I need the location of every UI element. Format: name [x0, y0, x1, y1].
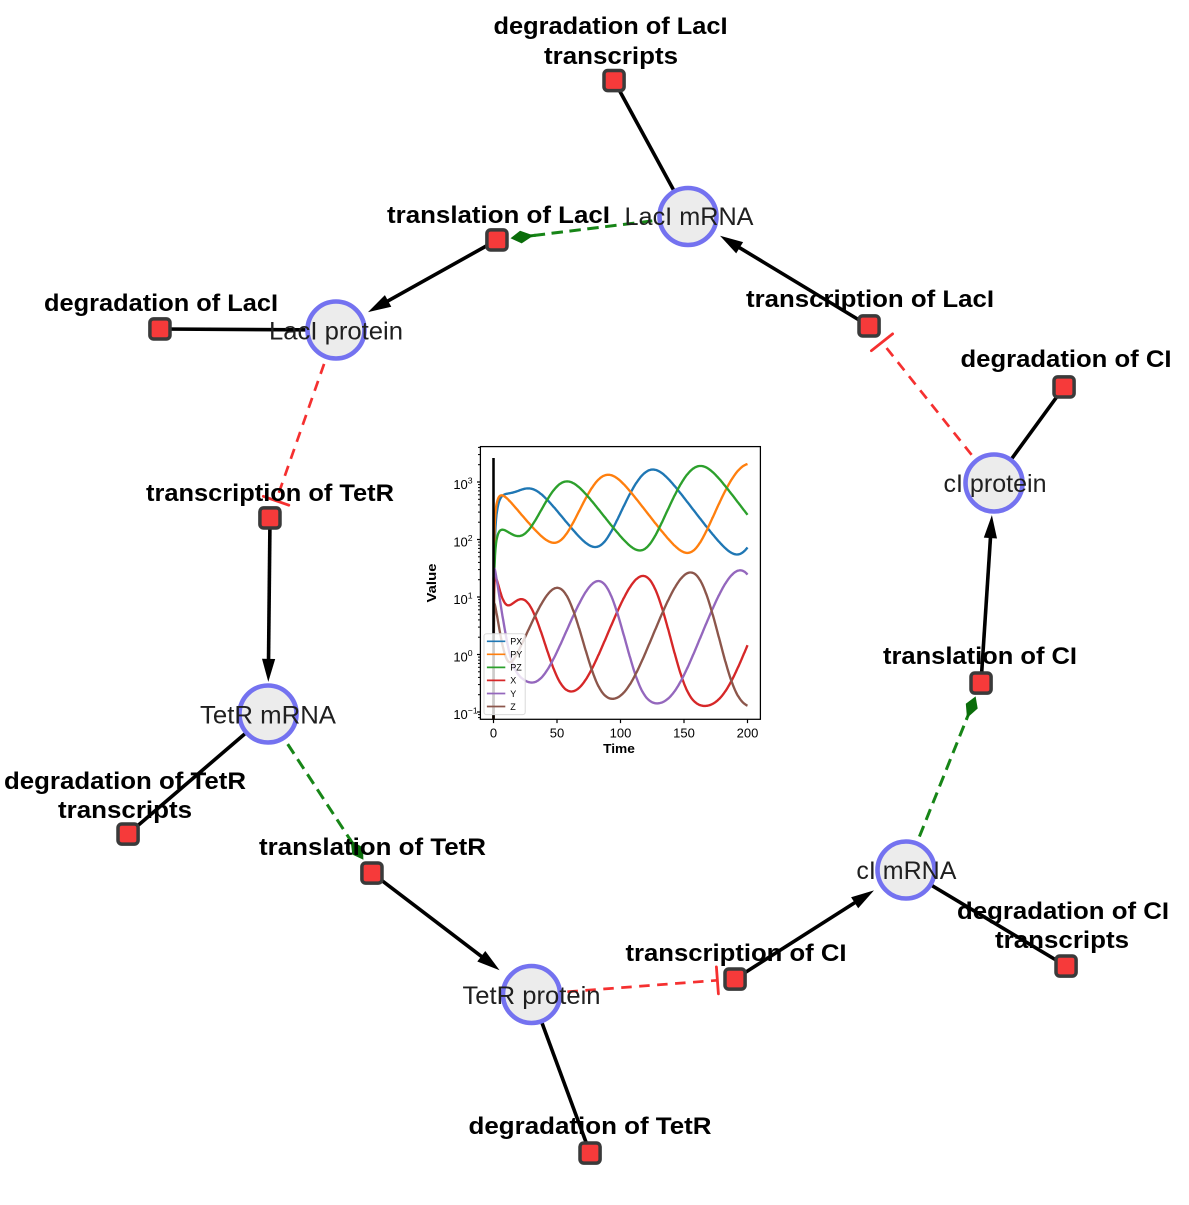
svg-text:translation of CI: translation of CI: [883, 643, 1077, 670]
svg-text:PY: PY: [510, 650, 522, 660]
svg-text:transcripts: transcripts: [58, 797, 192, 824]
svg-text:PX: PX: [510, 637, 522, 647]
svg-text:0: 0: [490, 726, 497, 741]
svg-text:degradation of CI: degradation of CI: [957, 898, 1169, 925]
svg-text:LacI protein: LacI protein: [269, 318, 403, 346]
svg-text:TetR protein: TetR protein: [463, 982, 601, 1010]
svg-text:degradation of TetR: degradation of TetR: [4, 768, 246, 795]
svg-text:degradation of LacI: degradation of LacI: [494, 13, 728, 40]
svg-text:50: 50: [550, 726, 564, 741]
svg-text:cI protein: cI protein: [944, 470, 1047, 498]
svg-text:3: 3: [468, 475, 473, 485]
svg-text:transcription of CI: transcription of CI: [626, 940, 847, 967]
svg-text:translation of LacI: translation of LacI: [387, 202, 610, 229]
svg-text:Time: Time: [603, 742, 635, 756]
svg-text:Y: Y: [510, 689, 516, 699]
svg-text:150: 150: [673, 726, 695, 741]
svg-text:cI mRNA: cI mRNA: [856, 857, 956, 885]
svg-text:Value: Value: [425, 564, 439, 603]
svg-text:transcription of TetR: transcription of TetR: [146, 480, 394, 507]
svg-text:2: 2: [468, 533, 473, 543]
svg-text:degradation of CI: degradation of CI: [961, 346, 1172, 373]
svg-text:TetR mRNA: TetR mRNA: [200, 702, 336, 730]
svg-text:1: 1: [468, 590, 473, 600]
svg-text:200: 200: [737, 726, 759, 741]
svg-text:transcription of LacI: transcription of LacI: [746, 286, 994, 313]
svg-text:10: 10: [453, 477, 467, 492]
svg-text:10: 10: [453, 707, 467, 722]
svg-text:10: 10: [453, 592, 467, 607]
svg-text:10: 10: [453, 650, 467, 665]
svg-text:transcripts: transcripts: [544, 43, 678, 70]
svg-text:100: 100: [610, 726, 632, 741]
svg-text:degradation of TetR: degradation of TetR: [469, 1113, 712, 1140]
svg-text:LacI mRNA: LacI mRNA: [625, 203, 754, 231]
svg-text:translation of TetR: translation of TetR: [259, 834, 486, 861]
svg-text:Z: Z: [510, 702, 516, 712]
svg-text:degradation of LacI: degradation of LacI: [44, 290, 278, 317]
svg-text:−1: −1: [468, 705, 478, 715]
svg-text:X: X: [510, 676, 516, 686]
svg-text:10: 10: [453, 535, 467, 550]
svg-text:transcripts: transcripts: [995, 927, 1129, 954]
svg-text:0: 0: [468, 648, 473, 658]
svg-text:PZ: PZ: [510, 663, 522, 673]
